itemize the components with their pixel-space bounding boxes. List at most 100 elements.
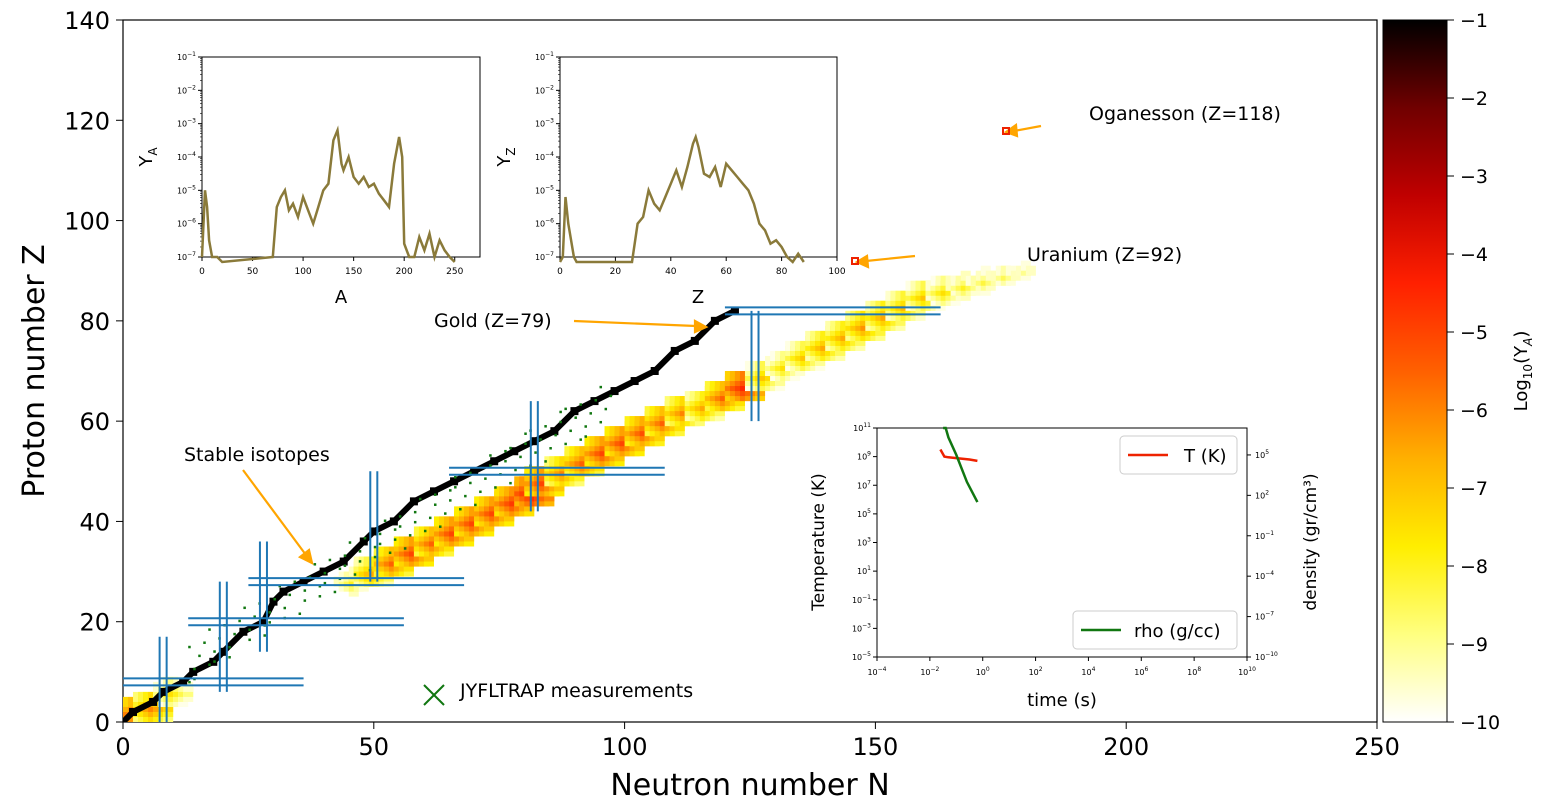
inset-y-tick-label: 10−4 [177,151,196,162]
jyfltrap-point [323,571,327,575]
jyfltrap-point [423,529,427,533]
yield-cell [624,416,635,427]
annotation-uranium: Uranium (Z=92) [1027,244,1182,266]
jyfltrap-point [333,590,337,594]
inset-y-tick-exp: −3 [545,118,554,125]
jyfltrap-point [318,595,322,598]
yield-cell [408,536,419,547]
yield-cell [624,441,635,452]
yield-cell [338,571,349,582]
yield-cell [373,546,384,557]
thermo-right-tick-label: 105 [1255,449,1269,460]
yield-cell [143,691,154,702]
jyfltrap-point [253,615,256,618]
colorbar [1382,19,1448,723]
inset-y-tick-label: 10−6 [177,218,196,229]
inset-thermo: 10−4 10−2 100 102 104 106 108 101010−510−310−11… [809,422,1321,711]
jyfltrap-point [393,528,397,531]
jyfltrap-point [519,455,522,459]
thermo-right-tick-label: 10−10 [1255,651,1278,662]
colorbar-ticks: −1 −2 −3 −4 −5 −6 −7 −8 −9 −10 [1447,10,1500,734]
yield-cell [729,396,740,407]
jyfltrap-point [559,420,562,424]
jyfltrap-point [584,435,587,438]
inset-y-tick-label: 10−3 [535,118,554,129]
yield-cell [835,320,846,331]
inset-yz-x-label: Z [692,287,704,308]
jyfltrap-point [328,558,332,562]
thermo-x-tick-label: 104 [1081,666,1095,677]
jyfltrap-point [604,407,608,411]
stable-isotope-cell [730,306,739,315]
y-tick-label: 60 [79,408,110,436]
thermo-x-tick-label-exp: 6 [1144,666,1148,673]
thermo-x-tick-label-exp: 10 [1248,666,1256,673]
jyfltrap-point [248,628,251,632]
jyfltrap-point [403,547,407,550]
thermo-left-tick-label: 107 [857,479,871,490]
yield-cell [870,300,881,311]
yield-cell [524,506,535,517]
thermo-left-tick-label-exp: 3 [867,537,871,544]
thermo-x-tick-label: 10−4 [867,666,886,677]
yield-cell [915,305,926,316]
yield-cell [870,305,881,316]
yield-cell [519,476,530,487]
yield-cell [800,340,811,351]
jyfltrap-point [449,489,452,492]
jyfltrap-point [569,429,572,433]
jyfltrap-point [343,564,347,567]
jyfltrap-point [579,438,582,441]
inset-y-tick-exp: −4 [187,151,196,158]
yield-cell [905,280,916,291]
colorbar-tick-label: −8 [1460,556,1488,578]
density-line [943,426,979,503]
inset-x-tick-label: 60 [720,267,732,277]
jyfltrap-point [564,407,567,411]
thermo-left-tick-label: 105 [857,508,871,519]
y-tick-label: 40 [79,508,110,536]
legend-density-label: rho (g/cc) [1134,621,1221,642]
thermo-right-tick-label-exp: 2 [1265,489,1269,496]
colorbar-tick-label: −2 [1460,88,1488,110]
inset-y-tick-label: 10−3 [177,118,196,129]
yield-cell [444,516,455,527]
inset-y-tick-label: 10−1 [177,51,196,62]
yield-cell [634,441,645,452]
thermo-right-tick-label: 10−1 [1255,530,1274,541]
jyfltrap-point [514,468,517,472]
inset-thermo-x-label: time (s) [1027,690,1097,711]
thermo-x-tick-label-exp: −4 [878,666,887,673]
jyfltrap-point [273,597,276,601]
jyfltrap-point [444,512,447,515]
jyfltrap-point [378,532,382,536]
jyfltrap-point [433,503,437,506]
inset-x-tick-label: 100 [294,267,311,277]
thermo-left-tick-label-exp: 11 [863,422,871,429]
jyfltrap-point [584,425,587,428]
thermo-x-tick-label: 106 [1134,666,1148,677]
jyfltrap-point [433,493,437,496]
inset-x-tick-label: 250 [446,267,463,277]
thermo-right-tick-label: 102 [1255,489,1269,500]
y-tick-label: 100 [64,208,110,236]
jyfltrap-point [238,619,241,623]
jyfltrap-point [504,459,507,463]
jyfltrap-point [193,667,196,671]
jyfltrap-point [213,650,216,653]
yield-cell [694,391,705,402]
inset-x-tick-label: 200 [396,267,413,277]
jyfltrap-point [268,611,271,614]
thermo-left-tick-label: 109 [857,451,871,462]
inset-x-tick-label: 20 [610,267,622,277]
jyfltrap-point [509,481,512,485]
inset-ya-data: 10−7 10−6 10−5 10−4 10−3 10−2 10−1 0 50 100 150 200… [177,51,464,277]
yield-cell [519,481,530,492]
temperature-line [939,448,978,463]
inset-x-tick-label: 80 [776,267,788,277]
inset-y-tick-exp: −4 [545,151,554,158]
inset-y-tick-exp: −5 [187,184,196,191]
jyfltrap-point [574,416,577,419]
